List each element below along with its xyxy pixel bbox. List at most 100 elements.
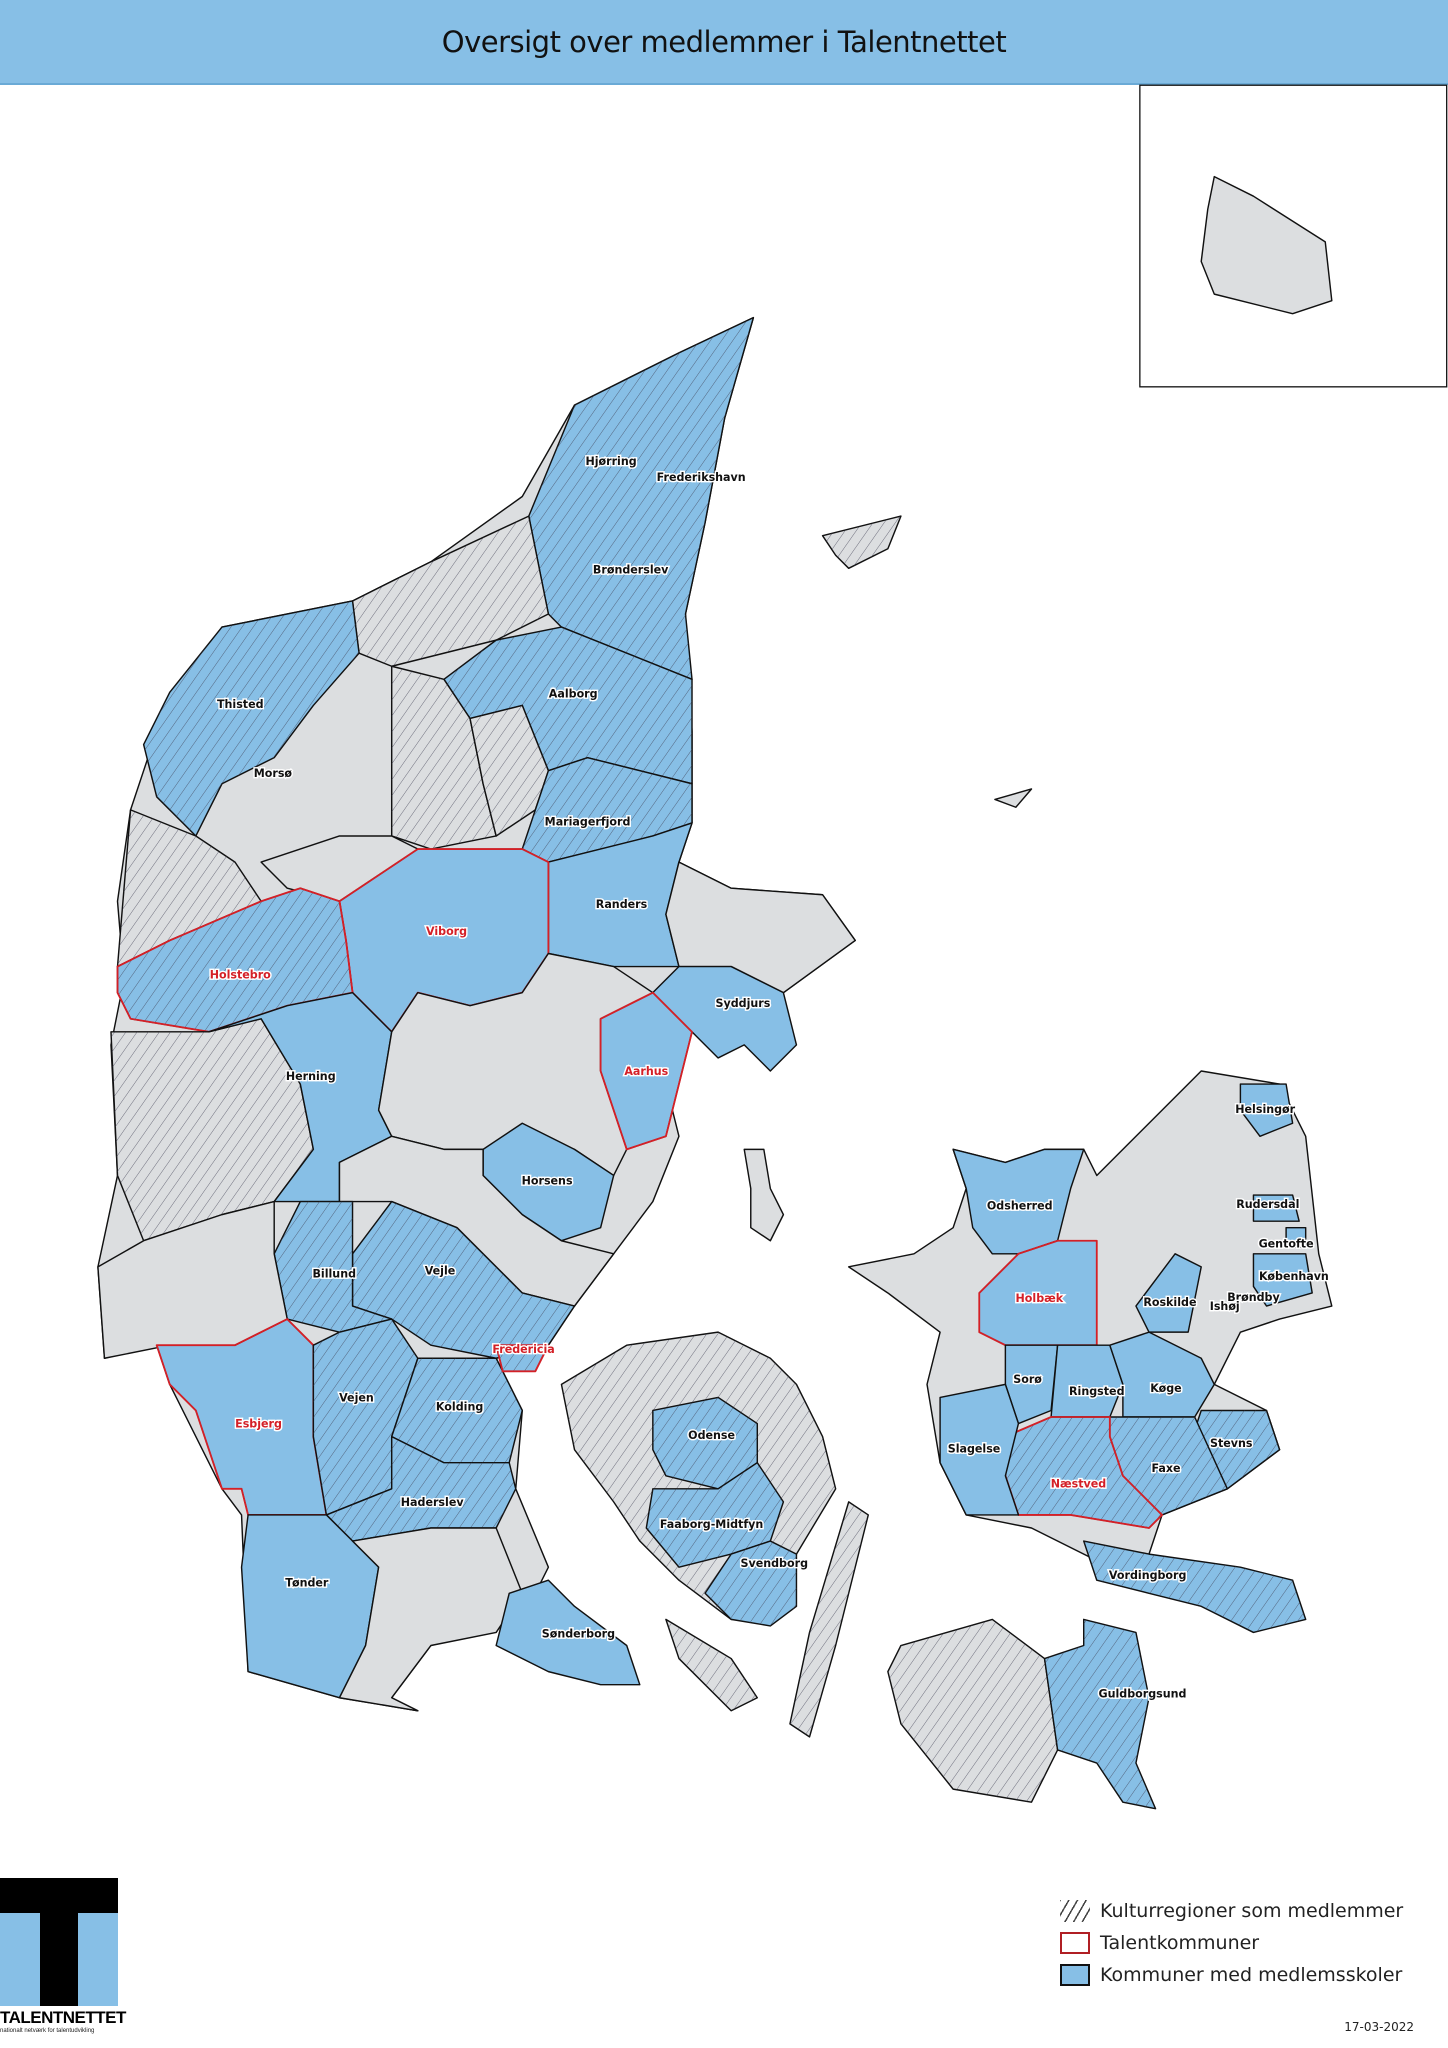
region-kobenhavn [1252, 1253, 1313, 1307]
label-faxe: Faxe [1151, 1462, 1180, 1475]
island-bornholm [1200, 175, 1333, 315]
label-brøndby: Brøndby [1227, 1291, 1280, 1304]
region-jammerbugt-hatch [352, 516, 549, 667]
label-sønderborg: Sønderborg [542, 1628, 615, 1641]
region-rebild-hatch [470, 705, 549, 836]
region-koge [1109, 1331, 1216, 1418]
region-slagelse [939, 1383, 1020, 1516]
region-gentofte [1285, 1226, 1307, 1248]
label-tønder: Tønder [285, 1577, 329, 1590]
label-vejen: Vejen [339, 1391, 374, 1404]
hatch-swatch-icon [1060, 1900, 1090, 1922]
region-langeland-hatch [789, 1501, 869, 1737]
region-rudersdal [1252, 1194, 1300, 1222]
region-helsingor [1239, 1083, 1294, 1138]
label-ishøj: Ishøj [1210, 1300, 1240, 1313]
region-vordingborg-hatch [1083, 1541, 1306, 1633]
talentnettet-logo: TALENTNETTET nationalt netværk for talen… [0, 1878, 126, 2034]
region-roskilde [1135, 1253, 1202, 1333]
label-hjørring: Hjørring [585, 455, 636, 468]
label-aarhus: Aarhus [624, 1065, 668, 1078]
region-fredericia-hatch [496, 1345, 549, 1372]
label-kolding: Kolding [436, 1400, 483, 1413]
island-anholt [994, 788, 1033, 808]
label-vordingborg: Vordingborg [1109, 1569, 1187, 1582]
blue-fill-swatch-icon [1060, 1964, 1090, 1986]
label-sorø: Sorø [1013, 1373, 1042, 1386]
region-vejle-hatch [352, 1201, 575, 1359]
region-struer-lemvig-hatch [117, 809, 262, 967]
region-aabenraa [338, 1527, 523, 1712]
label-holstebro: Holstebro [210, 968, 271, 981]
label-roskilde: Roskilde [1143, 1296, 1196, 1309]
legend-item-talentkommuner: Talentkommuner [1060, 1927, 1403, 1959]
legend-label: Kommuner med medlemsskoler [1100, 1964, 1403, 1986]
region-thisted-hatch [143, 600, 360, 836]
label-vejle: Vejle [425, 1265, 456, 1278]
label-københavn: København [1259, 1270, 1329, 1283]
label-viborg: Viborg [426, 925, 467, 938]
region-odense-hatch [652, 1397, 758, 1489]
municipality-regions [97, 175, 1333, 1810]
label-horsens: Horsens [522, 1175, 573, 1188]
legend-label: Kulturregioner som medlemmer [1100, 1900, 1404, 1922]
label-morsø: Morsø [254, 767, 293, 780]
region-billund-hatch [274, 1201, 392, 1333]
label-fredericia: Fredericia [492, 1343, 554, 1356]
label-randers: Randers [596, 898, 648, 911]
label-esbjerg: Esbjerg [235, 1417, 282, 1430]
title-banner: Oversigt over medlemmer i Talentnettet [0, 0, 1448, 85]
region-svendborg-hatch [705, 1541, 797, 1626]
label-odsherred: Odsherred [987, 1199, 1053, 1212]
region-lolland-hatch [887, 1619, 1058, 1803]
label-køge: Køge [1150, 1382, 1181, 1395]
label-svendborg: Svendborg [741, 1557, 808, 1570]
region-sonderborg [495, 1579, 641, 1686]
region-north-jutland-hatch [528, 317, 754, 680]
region-mariagerfjord-hatch [522, 757, 693, 863]
logo-t-mark-icon [0, 1878, 118, 2006]
region-faaborg-midtfyn-hatch [646, 1462, 784, 1568]
legend-item-kulturregioner: Kulturregioner som medlemmer [1060, 1895, 1403, 1927]
label-brønderslev: Brønderslev [593, 564, 669, 577]
legend: Kulturregioner som medlemmer Talentkommu… [1060, 1895, 1403, 1991]
region-holstebro-talent-outline [116, 887, 354, 1033]
label-gentofte: Gentofte [1259, 1237, 1314, 1250]
region-guldborgsund-hatch [1044, 1619, 1156, 1809]
region-ringkobing-hatch [110, 1018, 314, 1241]
page-title: Oversigt over medlemmer i Talentnettet [441, 24, 1007, 59]
label-billund: Billund [312, 1267, 356, 1280]
legend-item-medlemsskoler: Kommuner med medlemsskoler [1060, 1959, 1403, 1991]
label-næstved: Næstved [1051, 1478, 1106, 1491]
region-naestved-hatch [1005, 1417, 1163, 1528]
label-holbæk: Holbæk [1016, 1292, 1064, 1305]
region-haderslev-hatch [326, 1436, 516, 1542]
label-stevns: Stevns [1210, 1437, 1253, 1450]
region-holstebro-hatch [117, 888, 353, 1032]
label-guldborgsund: Guldborgsund [1098, 1688, 1186, 1701]
label-thisted: Thisted [217, 698, 264, 711]
label-ringsted: Ringsted [1069, 1385, 1124, 1398]
region-kolding-hatch [391, 1358, 523, 1463]
label-rudersdal: Rudersdal [1236, 1198, 1299, 1211]
label-faaborg-midtfyn: Faaborg-Midtfyn [660, 1518, 763, 1531]
legend-label: Talentkommuner [1100, 1932, 1260, 1954]
island-samso [743, 1148, 785, 1242]
region-faxe-hatch [1109, 1417, 1228, 1515]
municipality-labels: Hjørring Frederikshavn Brønderslev Thisted A… [208, 454, 1330, 1702]
label-haderslev: Haderslev [401, 1496, 465, 1509]
label-odense: Odense [688, 1429, 735, 1442]
logo-name: TALENTNETTET [0, 2008, 126, 2027]
region-soro [1004, 1344, 1059, 1425]
region-ringsted [1050, 1344, 1124, 1418]
label-syddjurs: Syddjurs [716, 997, 771, 1010]
label-helsingør: Helsingør [1235, 1103, 1295, 1116]
region-vesthimmerland-hatch [391, 666, 497, 850]
label-frederikshavn: Frederikshavn [657, 471, 746, 484]
island-laeso-hatch [822, 516, 901, 569]
map-date: 17-03-2022 [1344, 2020, 1414, 2034]
label-herning: Herning [286, 1070, 336, 1083]
region-aarhus-talent-outline [599, 991, 693, 1151]
region-aero-hatch [665, 1619, 758, 1711]
